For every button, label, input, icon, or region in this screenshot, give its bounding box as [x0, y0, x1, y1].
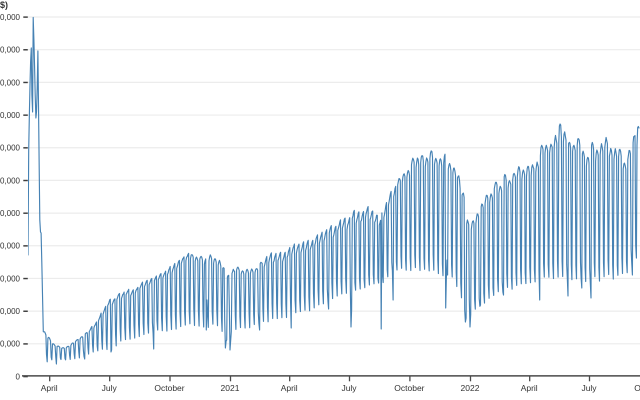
svg-text:700,000: 700,000 — [0, 144, 21, 153]
svg-text:500,000: 500,000 — [0, 209, 21, 218]
svg-text:300,000: 300,000 — [0, 274, 21, 283]
svg-text:July: July — [341, 383, 357, 393]
svg-text:800,000: 800,000 — [0, 111, 21, 120]
svg-text:0: 0 — [16, 372, 21, 381]
svg-text:900,000: 900,000 — [0, 78, 21, 87]
svg-text:April: April — [41, 383, 58, 393]
svg-text:($): ($) — [0, 0, 8, 10]
svg-text:2022: 2022 — [461, 383, 480, 393]
svg-text:April: April — [521, 383, 538, 393]
svg-text:200,000: 200,000 — [0, 307, 21, 316]
svg-text:2021: 2021 — [221, 383, 240, 393]
svg-text:1,100,000: 1,100,000 — [0, 13, 21, 22]
svg-text:April: April — [281, 383, 298, 393]
svg-text:October: October — [154, 383, 184, 393]
svg-text:600,000: 600,000 — [0, 176, 21, 185]
svg-text:400,000: 400,000 — [0, 242, 21, 251]
svg-text:October: October — [634, 383, 640, 393]
svg-text:100,000: 100,000 — [0, 340, 21, 349]
svg-text:July: July — [102, 383, 118, 393]
svg-text:1,000,000: 1,000,000 — [0, 46, 21, 55]
svg-text:July: July — [581, 383, 597, 393]
svg-text:October: October — [394, 383, 424, 393]
